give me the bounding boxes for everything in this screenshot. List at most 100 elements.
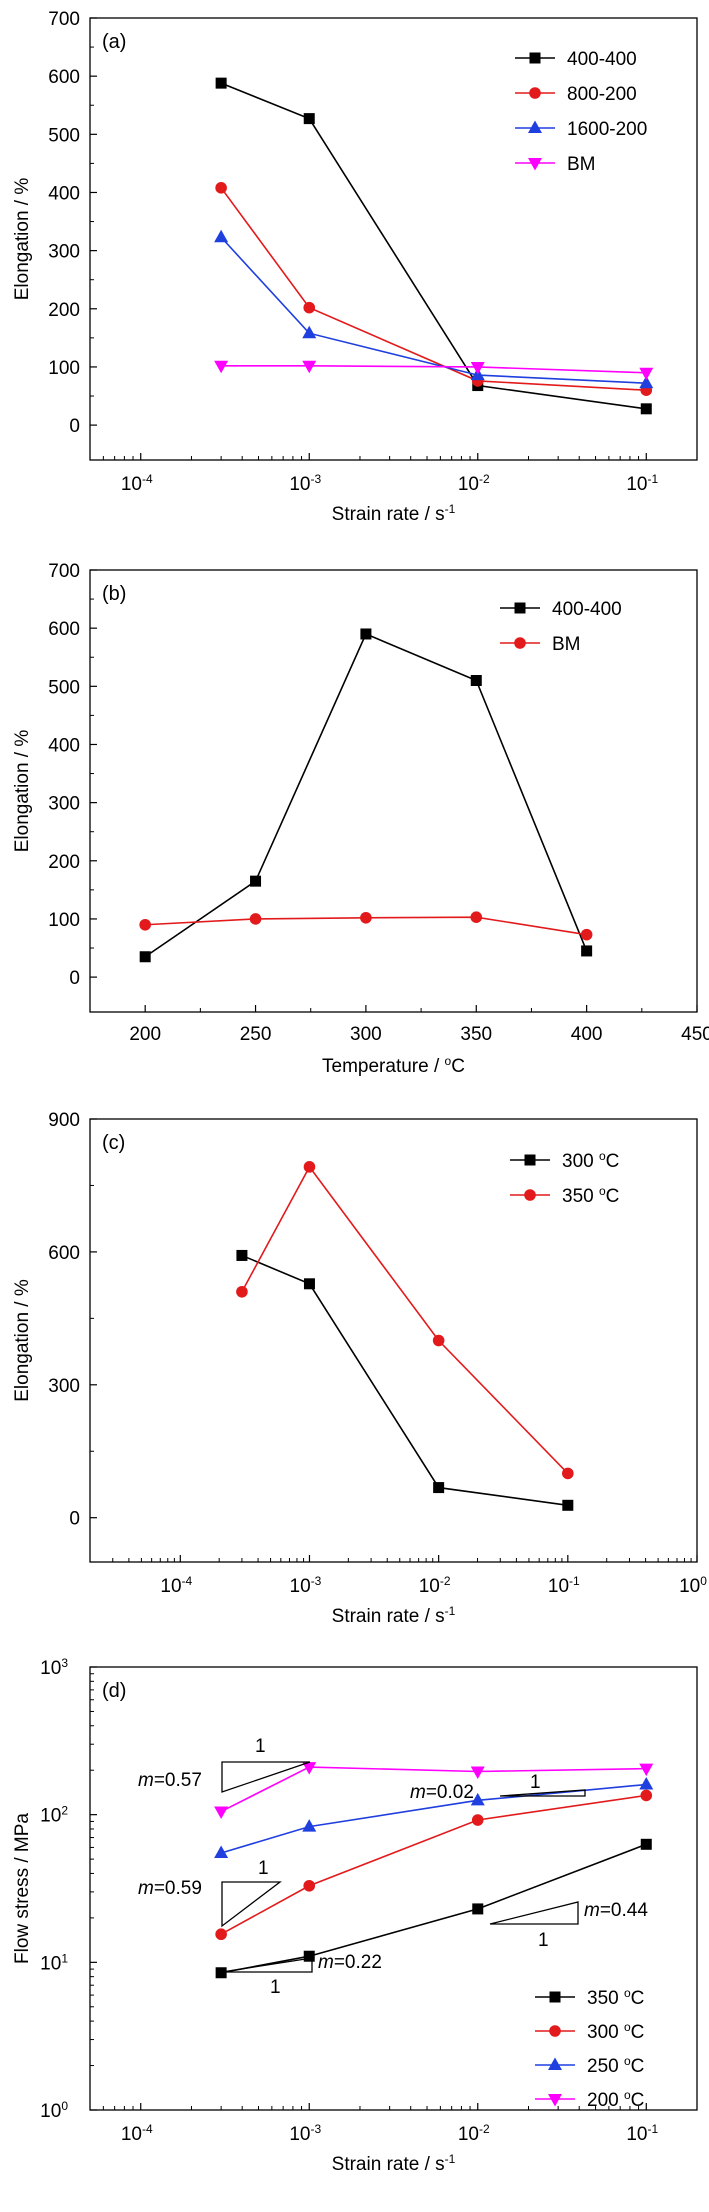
x-tick-label: 200 — [129, 1024, 161, 1045]
y-tick-label: 100 — [48, 910, 80, 931]
data-point — [302, 360, 317, 374]
slope-value-label: m=0.57 — [138, 1770, 202, 1791]
y-tick-label: 100 — [40, 2099, 68, 2122]
data-point — [580, 928, 593, 941]
data-point — [215, 182, 227, 194]
slope-value-label: m=0.44 — [584, 1900, 648, 1921]
x-tick-label: 100 — [679, 1574, 707, 1597]
legend-entry: BM — [500, 634, 581, 655]
y-tick-label: 700 — [48, 561, 80, 582]
y-tick-label: 400 — [48, 183, 80, 204]
series-1 — [236, 1249, 574, 1511]
legend-entry: 1600-200 — [515, 119, 647, 140]
data-point — [471, 1814, 484, 1826]
data-point — [433, 1482, 445, 1494]
series-line — [221, 364, 647, 374]
panel-label: (b) — [102, 583, 126, 605]
plot-frame — [89, 569, 698, 1013]
legend-label: 250 oC — [587, 2054, 644, 2077]
legend-entry: 400-400 — [515, 49, 637, 70]
legend-marker — [529, 87, 541, 99]
y-tick-label: 600 — [48, 619, 80, 640]
legend-label: BM — [552, 634, 581, 655]
data-point — [303, 1879, 316, 1892]
y-tick-label: 400 — [48, 735, 80, 756]
data-point — [214, 360, 229, 374]
data-point — [472, 1903, 484, 1915]
panel-label: (d) — [102, 1680, 126, 1702]
chart-panel-4: 10-4 10-3 10-2 10-1 100 101 102 103 Strain rate … — [12, 1656, 698, 2175]
x-tick-label: 250 — [240, 1024, 272, 1045]
legend-entry: 300 oC — [535, 2020, 644, 2043]
panel-label: (a) — [102, 31, 126, 53]
legend-label: 300 oC — [587, 2020, 644, 2043]
data-point — [470, 1792, 485, 1806]
panel-label: (c) — [102, 1132, 125, 1154]
series-3 — [214, 229, 654, 389]
data-point — [470, 675, 482, 686]
legend-entry: 200 oC — [535, 2088, 644, 2111]
y-tick-label: 0 — [69, 1509, 80, 1530]
data-point — [639, 1763, 654, 1777]
data-point — [639, 375, 654, 389]
series-line — [220, 1783, 647, 1854]
y-tick-label: 0 — [69, 416, 80, 437]
y-tick-label: 300 — [48, 1376, 80, 1397]
legend-entry: 300 oC — [510, 1149, 619, 1172]
data-point — [470, 1766, 485, 1780]
x-axis-label: Strain rate / s-1 — [332, 1604, 456, 1627]
series-line — [220, 1843, 647, 1974]
y-tick-label: 101 — [40, 1951, 68, 1974]
slope-run-label: 1 — [538, 1930, 549, 1951]
legend-entry: 250 oC — [535, 2054, 644, 2077]
series-4 — [214, 1762, 654, 1820]
data-point — [303, 1950, 315, 1962]
x-tick-label: 10-1 — [548, 1574, 580, 1597]
y-tick-label: 300 — [48, 794, 80, 815]
series-line — [220, 1766, 647, 1813]
legend-label: 800-200 — [567, 84, 637, 105]
y-tick-label: 500 — [48, 677, 80, 698]
legend-marker — [528, 120, 542, 133]
series-1 — [215, 1838, 652, 1979]
series-2 — [139, 911, 593, 941]
x-tick-label: 10-3 — [289, 472, 321, 495]
data-point — [302, 1819, 317, 1832]
legend-label: 400-400 — [567, 49, 637, 70]
data-point — [215, 77, 227, 89]
x-tick-label: 10-4 — [160, 1574, 192, 1597]
slope-annotation: 1 m=0.44 — [489, 1900, 648, 1951]
x-tick-label: 10-4 — [121, 2122, 153, 2145]
legend-label: 350 oC — [562, 1184, 619, 1207]
legend-marker — [549, 1991, 561, 2003]
slope-triangle — [489, 1901, 579, 1925]
y-axis-label: Elongation / % — [12, 730, 33, 853]
y-tick-label: 600 — [48, 67, 80, 88]
legend-entry: BM — [515, 154, 596, 175]
data-point — [139, 918, 151, 931]
data-point — [562, 1467, 574, 1480]
legend-label: 1600-200 — [567, 119, 647, 140]
slope-run-label: 1 — [270, 1977, 281, 1998]
slope-run-label: 1 — [258, 1858, 269, 1879]
data-point — [303, 301, 316, 314]
data-point — [360, 628, 372, 640]
series-line — [220, 82, 647, 410]
slope-value-label: m=0.59 — [138, 1878, 202, 1899]
data-point — [640, 1789, 653, 1802]
y-tick-label: 100 — [48, 358, 80, 379]
slope-value-label: m=0.22 — [318, 1952, 382, 1973]
data-point — [470, 361, 485, 375]
series-2 — [236, 1161, 574, 1480]
data-point — [639, 367, 654, 381]
data-point — [639, 1777, 654, 1790]
data-point — [302, 325, 317, 339]
x-tick-label: 10-4 — [121, 472, 153, 495]
slope-annotation: 1 m=0.02 — [410, 1772, 586, 1803]
y-axis-label: Elongation / % — [12, 178, 33, 301]
legend-marker — [514, 602, 526, 614]
x-tick-label: 350 — [460, 1024, 492, 1045]
legend-marker — [548, 2094, 562, 2107]
data-point — [303, 1278, 315, 1290]
